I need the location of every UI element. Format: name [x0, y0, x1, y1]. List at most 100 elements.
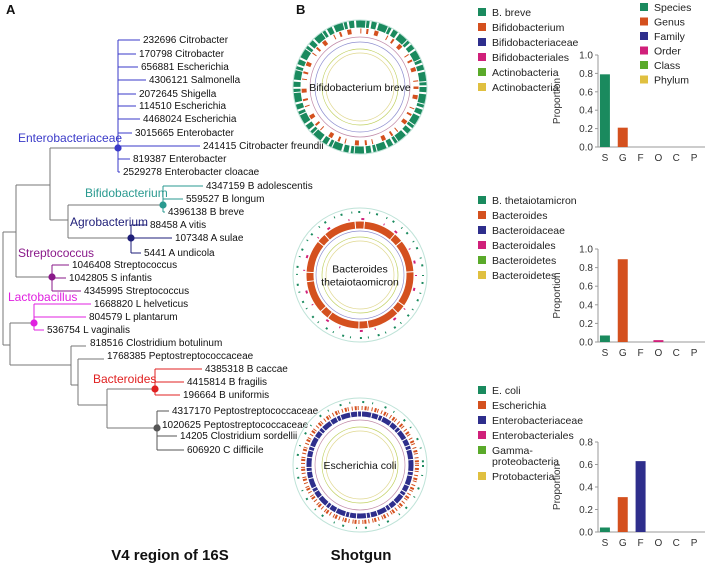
panel-a-letter: A	[6, 2, 16, 17]
x-tick-label: G	[619, 153, 627, 164]
tree-node-dot	[114, 144, 122, 152]
bar-S	[599, 335, 610, 342]
tree-leaf-label: 2072645 Shigella	[139, 89, 217, 100]
panel-a-footer: V4 region of 16S	[111, 547, 229, 564]
ring-track	[321, 426, 399, 504]
y-tick-label: 0.8	[579, 69, 593, 80]
outer-ring	[292, 397, 428, 533]
panel-b-footer: Shotgun	[331, 547, 392, 564]
legend-label: E. coli	[492, 385, 521, 397]
legend-swatch	[478, 241, 486, 249]
rank-legend-swatch	[640, 17, 648, 26]
x-tick-label: G	[619, 348, 627, 359]
ring-track	[296, 401, 424, 529]
tree-leaf-label: 1020625 Peptostreptococcaceae	[162, 420, 309, 431]
tree-leaf-label: 656881 Escherichia	[141, 62, 229, 73]
rank-legend-swatch	[640, 3, 648, 11]
ring-track	[309, 36, 411, 138]
y-axis-label: Proportion	[552, 272, 563, 318]
rank-legend-label: Species	[654, 2, 691, 14]
legend-label: Enterobacteriaceae	[492, 415, 583, 427]
tree-leaf-label: 4415814 B fragilis	[187, 377, 267, 388]
legend-label: Bacteroidales	[492, 240, 556, 252]
y-tick-label: 0.0	[579, 338, 593, 349]
tree-leaf-label: 606920 C difficile	[187, 445, 264, 456]
ring-track	[306, 411, 414, 519]
bar-chart-1: 0.0 0.2 0.4 0.6 0.8 1.0 Proportion S G F O C P	[552, 51, 705, 164]
tree-leaf-label: 170798 Citrobacter	[139, 49, 225, 60]
legend-swatch	[478, 401, 486, 409]
clade-label: Enterobacteriaceae	[18, 131, 122, 145]
tree-leaf-label: 107348 A sulae	[175, 233, 244, 244]
legend-label: Enterobacteriales	[492, 430, 574, 442]
tree-node-dot	[151, 385, 159, 393]
bar-O	[653, 340, 664, 342]
ring-track	[315, 230, 405, 320]
legend-label: Bifidobacteriales	[492, 52, 569, 64]
tree-leaf-label: 1042805 S infantis	[69, 273, 152, 284]
x-tick-label: S	[602, 538, 609, 549]
tree-leaf-label: 232696 Citrobacter	[143, 35, 229, 46]
tree-node-dot	[30, 319, 38, 327]
circular-genome-plots: Bifidobacterium breve Bacteroidesthetaiot…	[292, 19, 428, 533]
legend-label: Protobacteria	[492, 471, 555, 483]
legend-swatch	[478, 271, 486, 279]
legend-swatch	[478, 38, 486, 46]
bar-S	[599, 74, 610, 147]
tree-node-dot	[127, 234, 135, 242]
legend-swatch	[478, 446, 486, 454]
ring-track	[306, 221, 414, 329]
x-tick-label: C	[673, 348, 680, 359]
tree-leaf-label: 536754 L vaginalis	[47, 325, 130, 336]
y-tick-label: 0.6	[579, 282, 593, 293]
x-tick-label: S	[602, 348, 609, 359]
tree-leaf-label: 14205 Clostridium sordellii	[180, 431, 297, 442]
tree-leaf-label: 1768385 Peptostreptococcaceae	[107, 351, 254, 362]
legend-label: Actinobacteria	[492, 67, 559, 79]
ring-track	[314, 419, 406, 511]
legend-label: Escherichia	[492, 400, 546, 412]
tree-leaf-label: 804579 L plantarum	[89, 312, 178, 323]
tree-leaf-label: 1668820 L helveticus	[94, 299, 188, 310]
x-tick-label: F	[638, 348, 644, 359]
bar-F	[635, 461, 646, 532]
legend-label: B. thetaiotamicron	[492, 195, 577, 207]
center-label: Escherichia coli	[324, 460, 397, 472]
legend-swatch	[478, 472, 486, 480]
clade-label: Bifidobacterium	[85, 186, 168, 200]
legend-label: Bacteroidetes	[492, 270, 556, 282]
bar-chart-3: 0.0 0.2 0.4 0.6 0.8 Proportion S G F O C P	[552, 438, 705, 549]
rank-legend-swatch	[640, 75, 648, 84]
y-tick-label: 0.0	[579, 143, 593, 154]
legends: B. breve Bifidobacterium Bifidobacteriacea…	[478, 2, 691, 483]
x-tick-label: S	[602, 153, 609, 164]
tree-node-dot	[159, 201, 167, 209]
outer-ring	[292, 19, 428, 155]
legend-swatch	[478, 386, 486, 394]
rank-legend-label: Phylum	[654, 75, 689, 87]
x-tick-label: C	[673, 538, 680, 549]
legend-label: Gamma-	[492, 445, 533, 457]
center-label: Bifidobacterium breve	[309, 82, 411, 94]
ring-track	[321, 48, 399, 126]
tree-leaf-label: 1046408 Streptococcus	[72, 260, 177, 271]
x-tick-label: P	[691, 538, 698, 549]
x-tick-label: P	[691, 153, 698, 164]
bar-G	[617, 259, 628, 342]
center-label: thetaiotaomicron	[321, 277, 399, 289]
y-tick-label: 0.8	[579, 438, 593, 449]
tree-leaf-label: 559527 B longum	[186, 194, 264, 205]
legend-label: Actinobacteria	[492, 82, 559, 94]
ring-track	[325, 430, 395, 500]
tree-leaf-label: 3015665 Enterobacter	[135, 128, 235, 139]
tree-leaf-label: 2529278 Enterobacter cloacae	[123, 167, 260, 178]
legend-swatch	[478, 8, 486, 16]
rank-legend-label: Class	[654, 60, 680, 72]
ring-track	[325, 240, 395, 310]
y-axis-label: Proportion	[552, 464, 563, 510]
legend-swatch	[478, 416, 486, 424]
tree-leaf-label: 114510 Escherichia	[139, 101, 227, 112]
legend-swatch	[478, 431, 486, 439]
tree-node-dot	[153, 424, 161, 432]
